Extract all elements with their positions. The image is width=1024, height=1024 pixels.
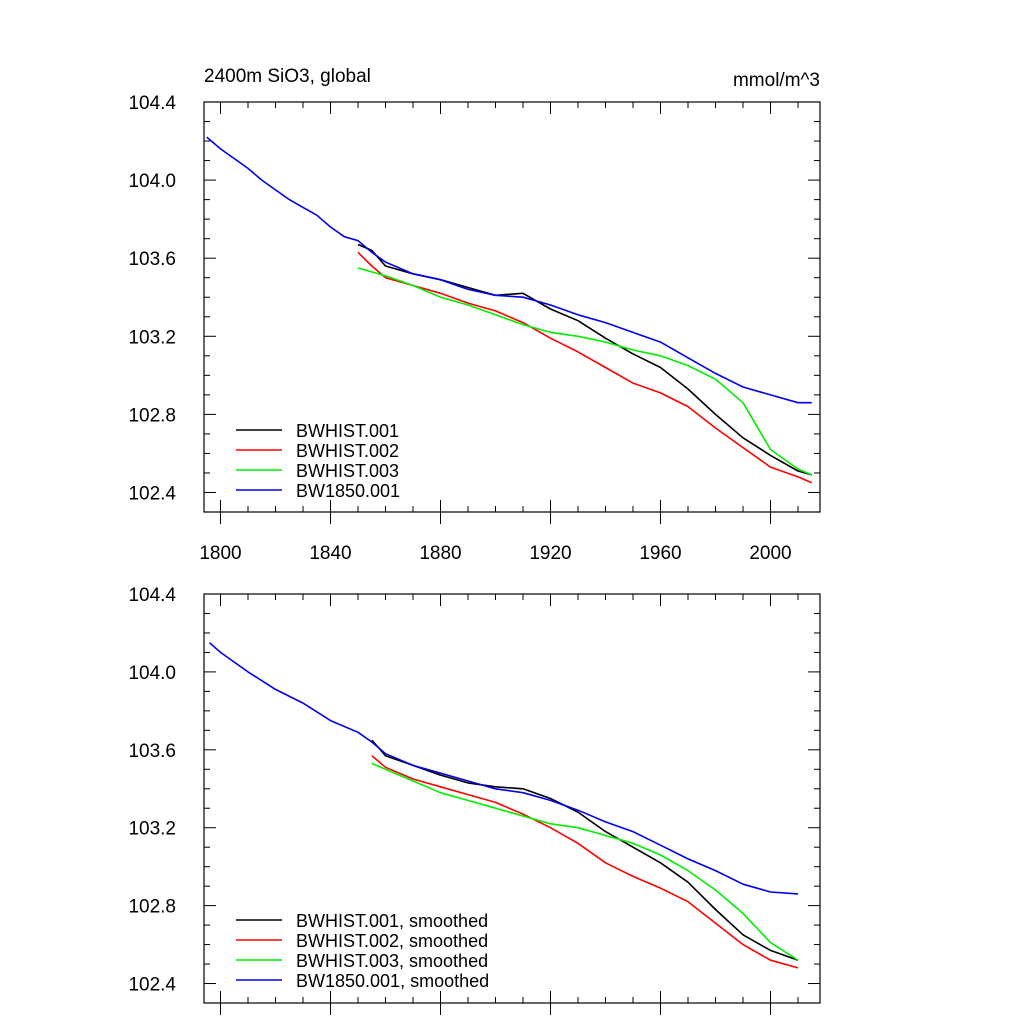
series-line: [357, 251, 813, 484]
series-line: [357, 243, 813, 476]
legend-label: BWHIST.003: [296, 461, 399, 481]
series-line: [371, 762, 799, 961]
x-tick-label: 1920: [529, 543, 571, 564]
legend-label: BWHIST.003, smoothed: [296, 951, 488, 971]
legend-label: BW1850.001: [296, 481, 400, 501]
y-tick-label: 103.2: [128, 327, 176, 348]
units-label: mmol/m^3: [733, 70, 820, 91]
chart-title: 2400m SiO3, global: [204, 66, 371, 87]
plot-frame: [203, 593, 821, 1004]
y-tick-label: 104.0: [128, 171, 176, 192]
legend-label: BW1850.001, smoothed: [296, 971, 489, 991]
series-line: [208, 642, 799, 895]
y-tick-label: 102.4: [128, 483, 176, 504]
legend-label: BWHIST.002, smoothed: [296, 931, 488, 951]
y-tick-label: 103.6: [128, 249, 176, 270]
series-line: [371, 755, 799, 969]
y-tick-label: 102.8: [128, 897, 176, 918]
panel-bottom: 102.4 102.8 103.2 103.6 104.0 104.4 BWHIST.001…: [128, 585, 821, 1015]
plot-frame: [203, 101, 821, 513]
series-line: [371, 739, 799, 961]
y-tick-label: 102.4: [128, 975, 176, 996]
y-tick-label: 104.0: [128, 663, 176, 684]
x-tick-label: 1960: [639, 543, 681, 564]
x-tick-label: 1880: [419, 543, 461, 564]
x-tick-label: 1800: [199, 543, 241, 564]
x-tick-label: 2000: [749, 543, 791, 564]
y-tick-label: 103.6: [128, 741, 176, 762]
panel-top: 102.4 102.8 103.2 103.6 104.0 104.4 1800 1840 18…: [128, 93, 821, 564]
y-tick-label: 104.4: [128, 585, 176, 606]
series-line: [357, 267, 813, 476]
y-tick-label: 104.4: [128, 93, 176, 114]
legend-label: BWHIST.001, smoothed: [296, 911, 488, 931]
series-line: [206, 136, 812, 404]
legend-label: BWHIST.002: [296, 441, 399, 461]
legend-label: BWHIST.001: [296, 421, 399, 441]
y-tick-label: 102.8: [128, 405, 176, 426]
x-tick-label: 1840: [309, 543, 351, 564]
y-tick-label: 103.2: [128, 819, 176, 840]
